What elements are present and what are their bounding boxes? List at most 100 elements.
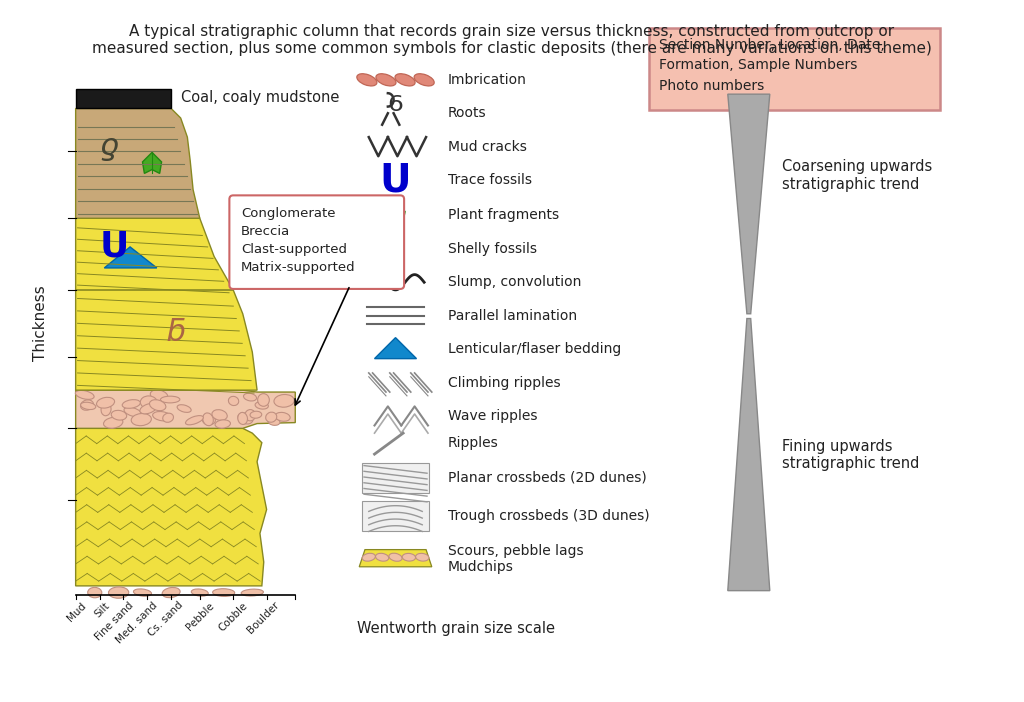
Text: Trace fossils: Trace fossils (449, 173, 532, 187)
Ellipse shape (151, 390, 168, 401)
Ellipse shape (213, 589, 234, 597)
Ellipse shape (81, 400, 93, 410)
Text: Scours, pebble lags
Mudchips: Scours, pebble lags Mudchips (449, 544, 584, 574)
Ellipse shape (215, 420, 230, 428)
Ellipse shape (395, 74, 415, 86)
Polygon shape (375, 338, 417, 359)
Ellipse shape (81, 402, 96, 409)
Polygon shape (76, 109, 200, 218)
Ellipse shape (203, 413, 213, 425)
Polygon shape (76, 89, 171, 109)
Ellipse shape (376, 74, 396, 86)
Text: U: U (380, 161, 412, 199)
Ellipse shape (275, 412, 290, 421)
Text: Med. sand: Med. sand (115, 600, 159, 645)
Text: A typical stratigraphic column that records grain size versus thickness, constru: A typical stratigraphic column that reco… (129, 25, 895, 39)
Text: Pebble: Pebble (184, 600, 216, 632)
Ellipse shape (103, 417, 123, 428)
Ellipse shape (250, 411, 262, 418)
Ellipse shape (131, 413, 152, 425)
Ellipse shape (356, 74, 377, 86)
Ellipse shape (177, 405, 191, 412)
Polygon shape (386, 202, 406, 221)
Ellipse shape (150, 399, 166, 411)
Polygon shape (359, 550, 432, 567)
Text: Slump, convolution: Slump, convolution (449, 275, 582, 289)
Ellipse shape (402, 553, 416, 561)
Text: Silt: Silt (92, 600, 112, 619)
Ellipse shape (362, 553, 376, 561)
Ellipse shape (268, 418, 280, 425)
Polygon shape (728, 319, 770, 590)
Ellipse shape (101, 403, 111, 416)
Ellipse shape (255, 402, 268, 409)
Ellipse shape (244, 393, 257, 401)
Text: Section Number, Location, Date,
Formation, Sample Numbers
Photo numbers: Section Number, Location, Date, Formatio… (659, 38, 885, 93)
Ellipse shape (228, 397, 239, 406)
Text: Imbrication: Imbrication (449, 73, 527, 87)
Ellipse shape (245, 409, 256, 420)
Ellipse shape (242, 589, 263, 596)
Ellipse shape (163, 413, 173, 423)
Ellipse shape (140, 396, 157, 409)
Ellipse shape (238, 412, 248, 425)
Text: Plant fragments: Plant fragments (449, 208, 559, 223)
Polygon shape (142, 152, 162, 173)
Text: Mud: Mud (65, 600, 88, 623)
Text: ƍ: ƍ (99, 132, 119, 161)
Text: Cs. sand: Cs. sand (146, 600, 185, 639)
Ellipse shape (162, 588, 180, 597)
Text: Coarsening upwards
stratigraphic trend: Coarsening upwards stratigraphic trend (782, 159, 933, 192)
Ellipse shape (212, 410, 227, 420)
Text: Shelly fossils: Shelly fossils (449, 241, 537, 256)
Text: ƃ: ƃ (166, 319, 185, 347)
Text: Boulder: Boulder (245, 600, 281, 636)
Ellipse shape (153, 411, 171, 421)
Ellipse shape (416, 553, 429, 561)
Ellipse shape (238, 413, 253, 424)
Text: Parallel lamination: Parallel lamination (449, 309, 578, 323)
Ellipse shape (414, 74, 434, 86)
Text: ⁶: ⁶ (388, 94, 403, 132)
Text: Wave ripples: Wave ripples (449, 409, 538, 423)
Ellipse shape (185, 416, 204, 425)
Text: Thickness: Thickness (33, 286, 48, 362)
Text: Conglomerate
Breccia
Clast-supported
Matrix-supported: Conglomerate Breccia Clast-supported Mat… (241, 207, 355, 274)
Text: Fining upwards
stratigraphic trend: Fining upwards stratigraphic trend (782, 439, 920, 471)
Text: Roots: Roots (449, 106, 486, 120)
Ellipse shape (140, 404, 157, 414)
Polygon shape (104, 247, 157, 268)
Ellipse shape (76, 390, 94, 399)
Ellipse shape (389, 553, 402, 562)
Text: Wentworth grain size scale: Wentworth grain size scale (357, 621, 555, 636)
Polygon shape (76, 218, 233, 290)
FancyBboxPatch shape (649, 28, 940, 110)
Polygon shape (76, 390, 295, 428)
Text: Mud cracks: Mud cracks (449, 140, 527, 154)
Text: Climbing ripples: Climbing ripples (449, 376, 561, 390)
Ellipse shape (274, 395, 294, 407)
Ellipse shape (191, 589, 208, 596)
Ellipse shape (203, 416, 215, 425)
Polygon shape (76, 290, 257, 390)
Text: Ripples: Ripples (449, 436, 499, 450)
Ellipse shape (376, 553, 389, 561)
Text: Planar crossbeds (2D dunes): Planar crossbeds (2D dunes) (449, 471, 647, 485)
Ellipse shape (258, 394, 269, 406)
Text: measured section, plus some common symbols for clastic deposits (there are many : measured section, plus some common symbo… (92, 41, 932, 55)
Text: U: U (99, 230, 129, 264)
Text: Lenticular/flaser bedding: Lenticular/flaser bedding (449, 342, 622, 356)
Text: Fine sand: Fine sand (93, 600, 135, 642)
FancyBboxPatch shape (229, 195, 404, 289)
Ellipse shape (161, 396, 180, 403)
Ellipse shape (88, 588, 101, 598)
Bar (362, 463, 429, 494)
Bar (362, 501, 429, 531)
Ellipse shape (133, 589, 152, 596)
Ellipse shape (122, 399, 140, 409)
Text: Cobble: Cobble (217, 600, 250, 633)
Ellipse shape (109, 587, 129, 598)
Ellipse shape (112, 411, 127, 420)
Polygon shape (728, 94, 770, 314)
Ellipse shape (124, 407, 141, 417)
